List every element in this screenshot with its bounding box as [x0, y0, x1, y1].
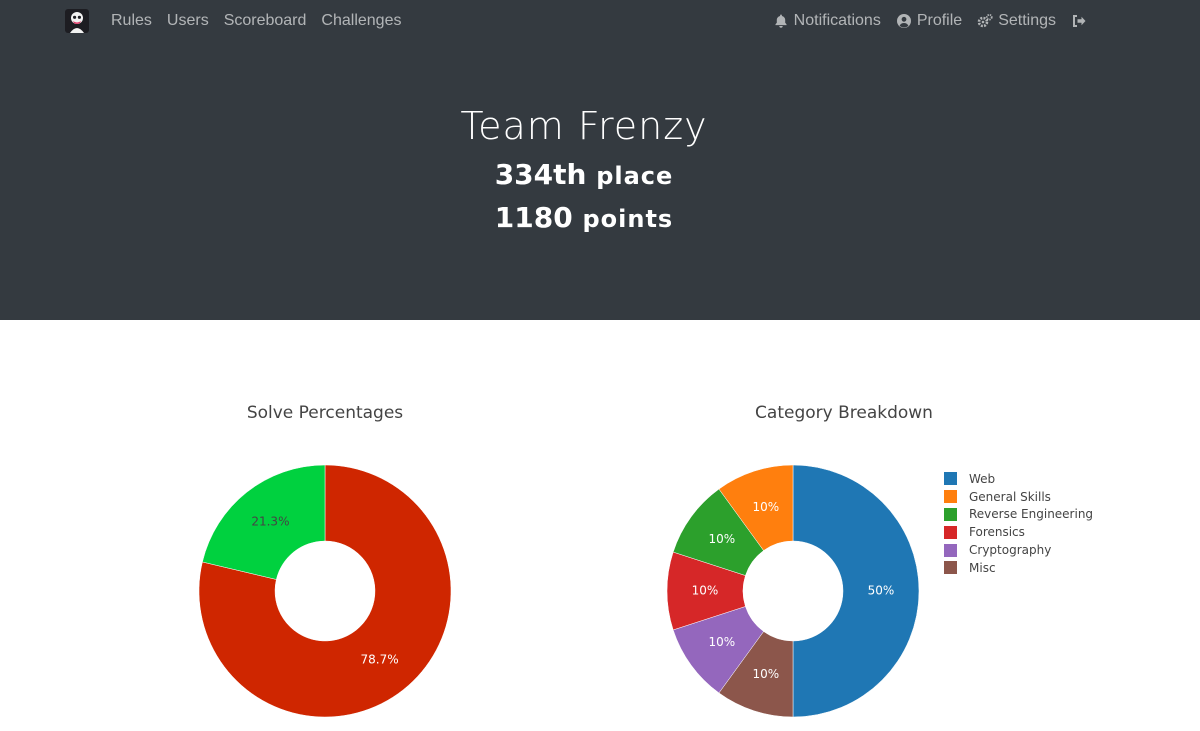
legend-swatch — [944, 543, 957, 557]
category-breakdown-chart: 50% 10% 10% 10% 10% 10% — [666, 464, 920, 718]
slice-label: 10% — [708, 532, 735, 546]
slice-label: 10% — [752, 667, 779, 681]
category-breakdown-title: Category Breakdown — [755, 403, 933, 423]
legend-label: General Skills — [969, 489, 1051, 504]
pie-slice[interactable] — [198, 464, 452, 718]
nav-notifications-label: Notifications — [793, 12, 881, 29]
logout-link[interactable] — [1071, 13, 1092, 29]
legend-swatch — [944, 490, 957, 504]
nav-settings-label: Settings — [998, 12, 1056, 29]
nav-settings-link[interactable]: Settings — [977, 11, 1056, 31]
team-header: Rules Users Scoreboard Challenges Notifi… — [0, 0, 1200, 320]
nav-profile-label: Profile — [916, 12, 963, 29]
slice-label: 50% — [868, 584, 895, 598]
ctf-logo[interactable] — [65, 9, 89, 33]
nav-right: Notifications Profile Settings — [758, 11, 1092, 31]
team-place-word: place — [596, 162, 674, 190]
nav-left: Rules Users Scoreboard Challenges — [111, 11, 401, 31]
legend-item[interactable]: Forensics — [944, 523, 1093, 541]
slice-label: 10% — [692, 584, 719, 598]
legend-item[interactable]: Web — [944, 470, 1093, 488]
team-place: 334th place — [0, 158, 1168, 191]
navbar: Rules Users Scoreboard Challenges Notifi… — [0, 0, 1200, 42]
slice-label: 10% — [708, 635, 735, 649]
legend-swatch — [944, 472, 957, 486]
team-name: Team Frenzy — [460, 104, 708, 148]
legend-swatch — [944, 525, 957, 539]
nav-scoreboard-link[interactable]: Scoreboard — [223, 12, 307, 29]
legend-swatch — [944, 561, 957, 575]
pie-slice[interactable] — [792, 464, 920, 718]
cogs-icon — [977, 13, 993, 29]
legend-swatch — [944, 507, 957, 521]
slice-label: 78.7% — [361, 653, 399, 667]
bell-icon — [773, 13, 789, 29]
nav-profile-link[interactable]: Profile — [896, 11, 962, 31]
legend-label: Reverse Engineering — [969, 507, 1094, 522]
solve-percentages-chart: 78.7% 21.3% — [198, 464, 452, 718]
category-legend: Web General Skills Reverse Engineering Fore… — [944, 470, 1093, 577]
nav-challenges-link[interactable]: Challenges — [321, 12, 402, 29]
legend-label: Forensics — [969, 525, 1025, 540]
nav-users-link[interactable]: Users — [166, 12, 209, 29]
legend-item[interactable]: Reverse Engineering — [944, 506, 1093, 524]
team-points-word: points — [582, 205, 674, 233]
pie-slice[interactable] — [202, 464, 326, 580]
solve-percentages-title: Solve Percentages — [246, 403, 404, 423]
slice-label: 21.3% — [251, 514, 289, 528]
team-points: 1180 points — [0, 201, 1168, 234]
team-place-number: 334th — [494, 158, 587, 191]
team-points-number: 1180 — [494, 201, 573, 234]
legend-item[interactable]: Cryptography — [944, 541, 1093, 559]
nav-rules-link[interactable]: Rules — [111, 12, 152, 29]
slice-label: 10% — [752, 500, 779, 514]
nav-notifications-link[interactable]: Notifications — [773, 11, 881, 31]
legend-label: Web — [969, 471, 996, 486]
pie-slice[interactable] — [718, 464, 794, 551]
legend-item[interactable]: Misc — [944, 559, 1093, 577]
legend-item[interactable]: General Skills — [944, 488, 1093, 506]
legend-label: Cryptography — [969, 543, 1052, 558]
user-circle-icon — [896, 13, 912, 29]
legend-label: Misc — [969, 560, 996, 575]
logout-icon — [1071, 13, 1087, 29]
